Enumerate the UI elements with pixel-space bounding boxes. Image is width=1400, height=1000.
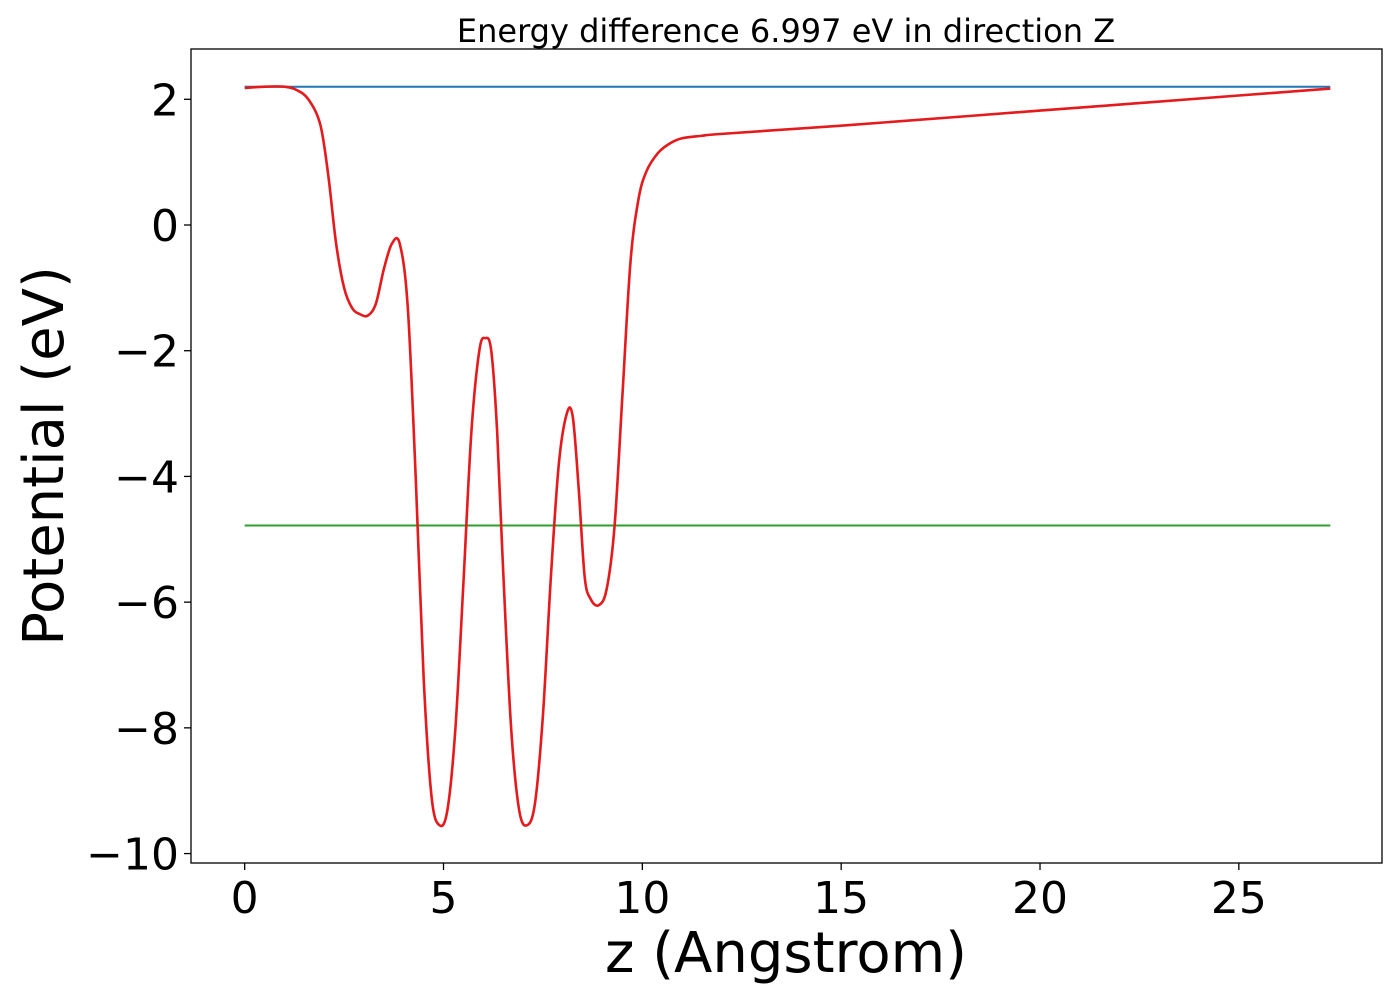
x-tick-label: 15	[813, 873, 869, 924]
y-axis-label: Potential (eV)	[12, 266, 77, 646]
y-tick-label: −6	[114, 578, 179, 629]
x-tick-label: 20	[1012, 873, 1068, 924]
x-tick-label: 10	[614, 873, 670, 924]
x-tick-label: 0	[231, 873, 259, 924]
x-tick-label: 5	[430, 873, 458, 924]
y-tick-label: 2	[151, 75, 179, 126]
y-axis: 2 0 −2 −4 −6 −8 −10	[86, 75, 191, 881]
y-tick-label: 0	[151, 201, 179, 252]
y-tick-label: −8	[114, 704, 179, 755]
y-tick-label: −4	[114, 452, 179, 503]
plot-frame	[190, 48, 1383, 864]
y-tick-label: −2	[114, 327, 179, 378]
x-axis: 0 5 10 15 20 25	[231, 863, 1267, 924]
x-tick-label: 25	[1211, 873, 1267, 924]
series-layer	[244, 85, 1331, 828]
y-tick-label: −10	[86, 830, 179, 881]
chart-title: Energy difference 6.997 eV in direction …	[457, 12, 1115, 50]
x-axis-label: z (Angstrom)	[605, 921, 967, 986]
series-line-2	[244, 85, 1331, 828]
